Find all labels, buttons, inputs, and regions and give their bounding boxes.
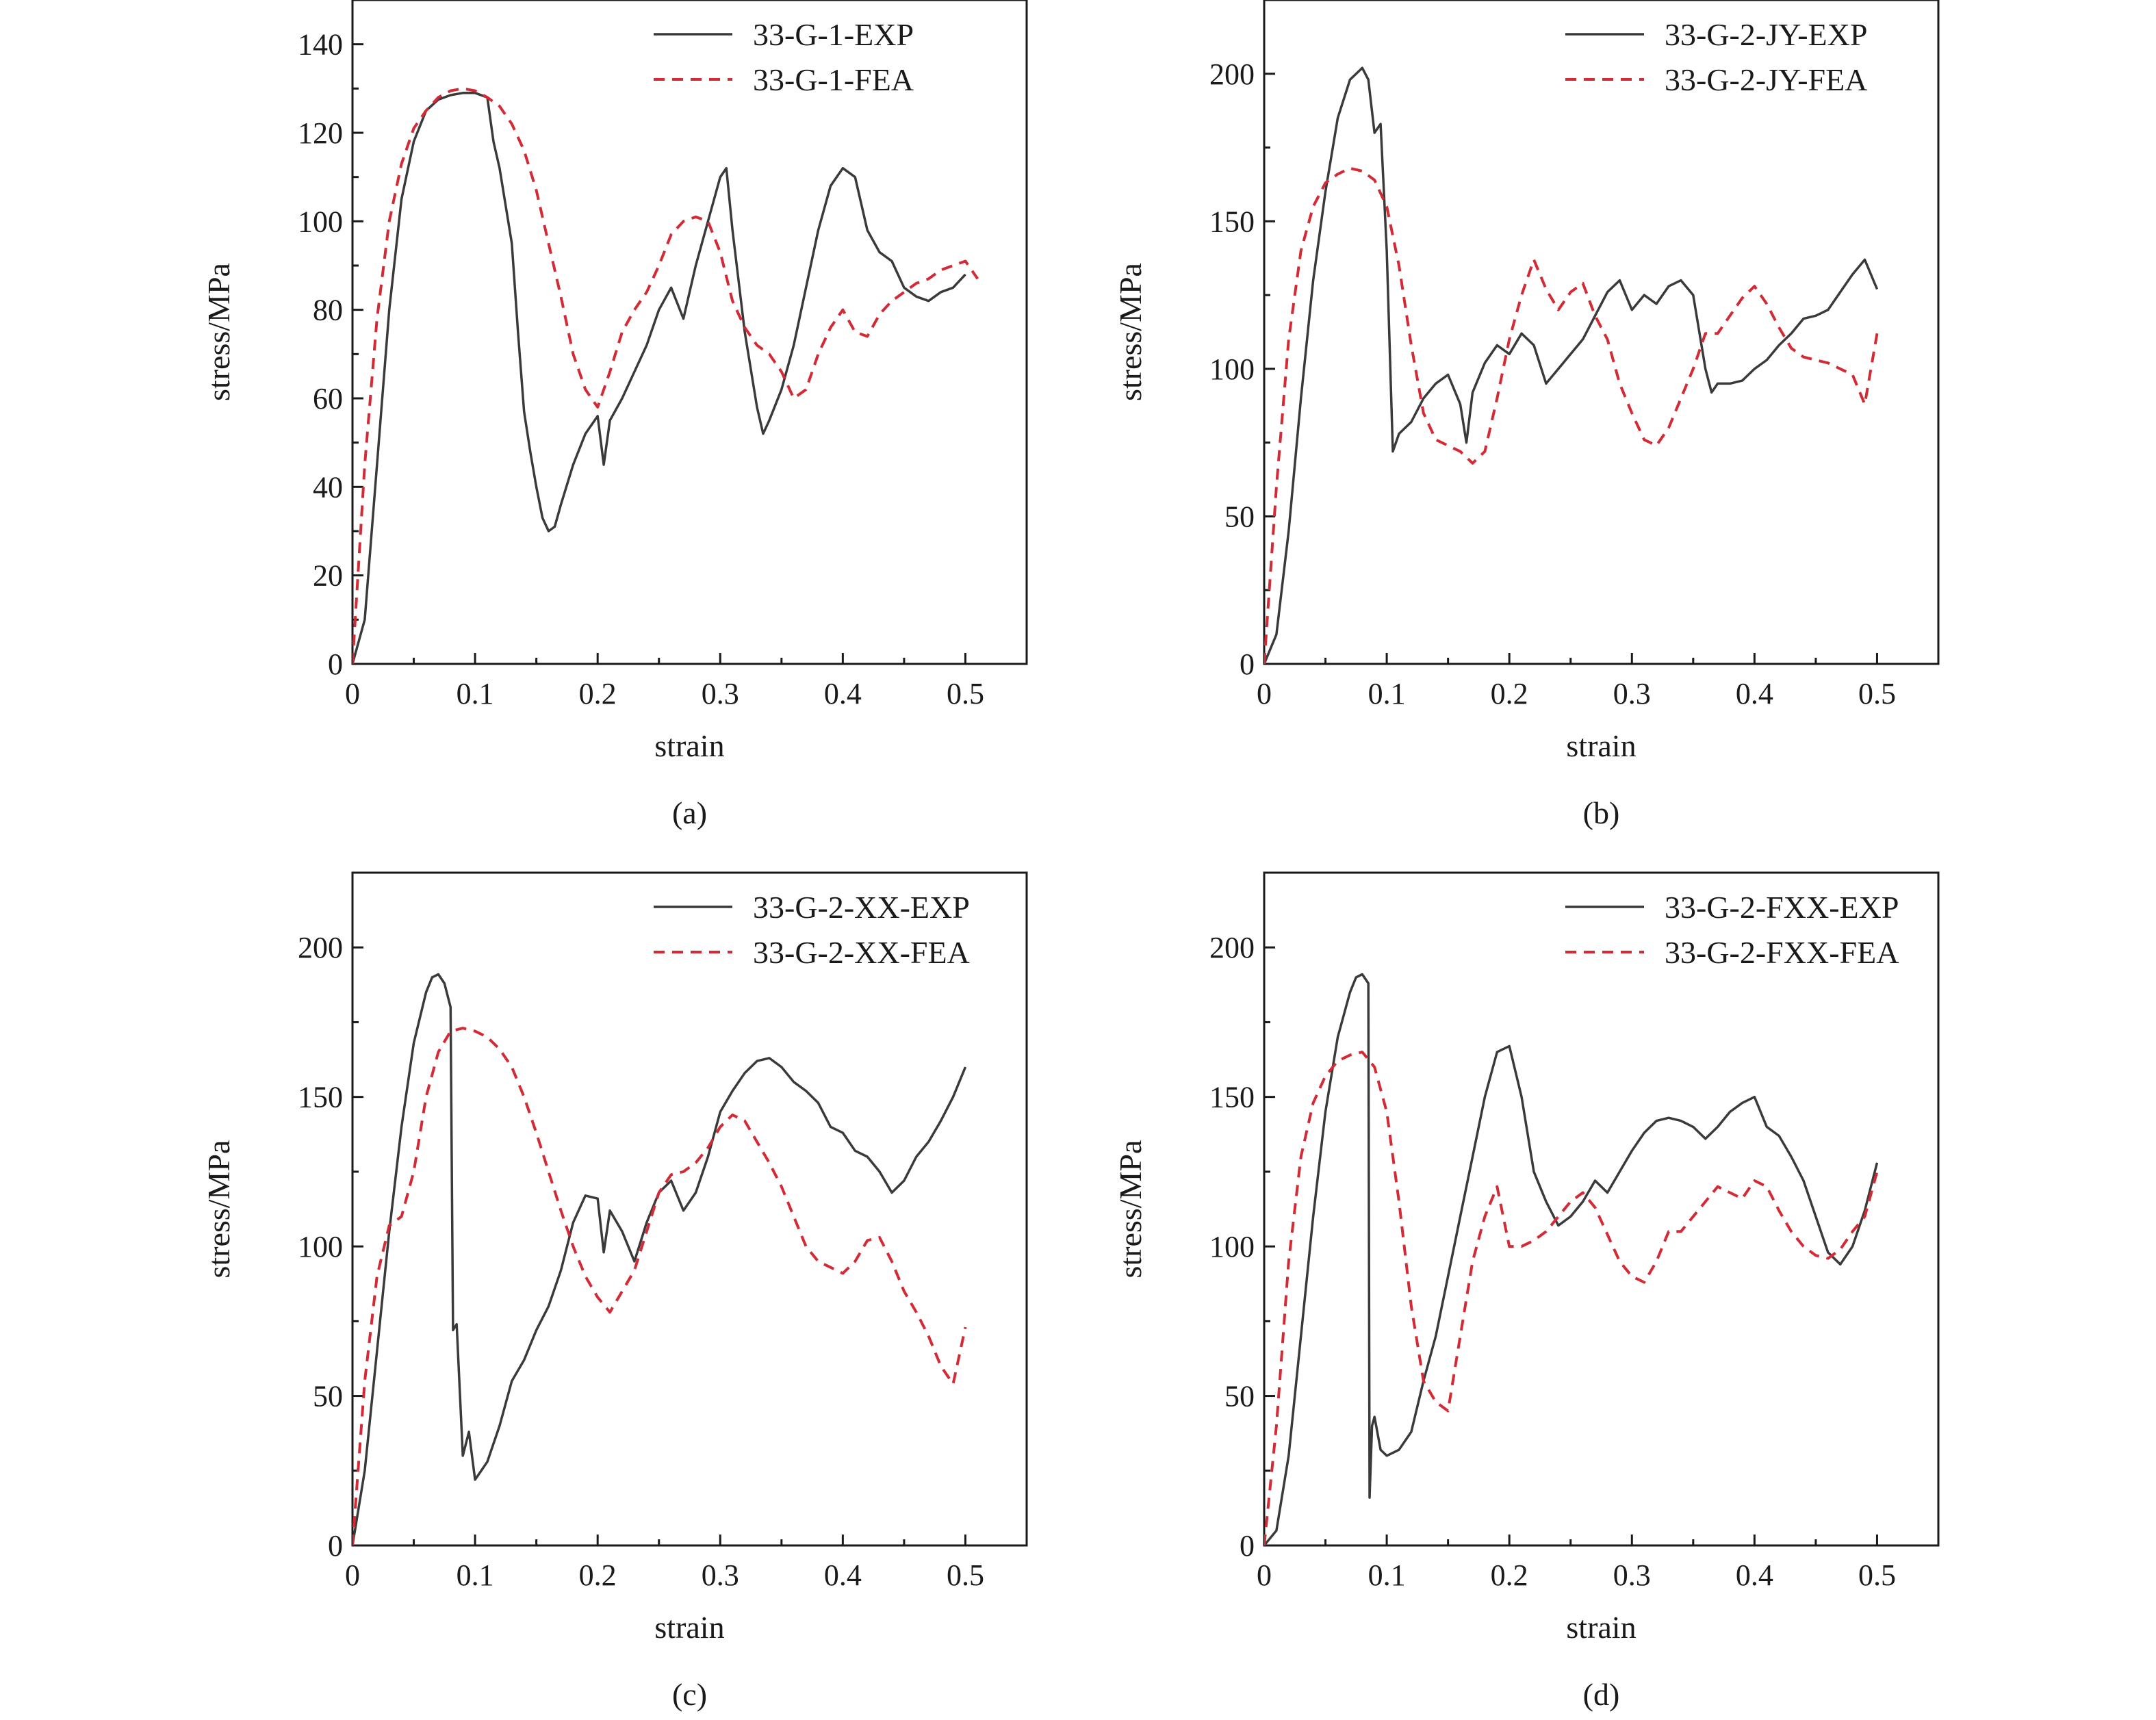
legend-label: 33-G-2-XX-FEA — [753, 935, 970, 970]
y-tick-label: 120 — [298, 116, 343, 150]
x-tick-label: 0.2 — [1491, 677, 1528, 710]
x-tick-label: 0.5 — [1858, 677, 1896, 710]
y-tick-label: 150 — [1209, 1081, 1255, 1114]
panel-label: (b) — [1583, 795, 1620, 830]
fea-series-line — [1264, 1051, 1879, 1545]
exp-series-line — [352, 973, 967, 1545]
legend-label: 33-G-1-EXP — [753, 17, 914, 52]
legend-label: 33-G-2-XX-EXP — [753, 890, 970, 925]
chart-panel-4: 0 0.1 0.2 0.3 0.4 0.5 0 50 100 150 200 strain stress… — [1113, 871, 1940, 1712]
y-axis-title: stress/MPa — [201, 263, 236, 401]
x-tick-label: 0.4 — [1736, 677, 1773, 710]
plot-frame — [1263, 871, 1940, 1547]
y-tick-label: 50 — [1224, 500, 1255, 533]
x-tick-label: 0.3 — [702, 1558, 739, 1592]
y-tick-label: 140 — [298, 28, 343, 62]
y-tick-label: 200 — [1209, 931, 1255, 964]
fea-series-line — [352, 87, 979, 664]
x-tick-label: 0.1 — [1368, 677, 1406, 710]
chart-panel-2: 0 0.1 0.2 0.3 0.4 0.5 0 50 100 150 200 strain stress… — [1113, 0, 1940, 830]
exp-series-line — [352, 92, 966, 664]
legend-label: 33-G-2-JY-FEA — [1665, 62, 1867, 97]
y-tick-label: 200 — [1209, 57, 1255, 91]
plot-frame — [1263, 0, 1940, 665]
y-tick-label: 150 — [298, 1081, 343, 1114]
panel-label: (c) — [672, 1677, 707, 1712]
x-tick-label: 0.2 — [1491, 1558, 1528, 1592]
y-tick-label: 50 — [313, 1380, 343, 1413]
y-tick-label: 0 — [328, 1529, 343, 1563]
x-axis-title: strain — [654, 728, 724, 763]
y-tick-label: 100 — [1209, 1230, 1255, 1263]
y-tick-label: 40 — [313, 470, 343, 504]
exp-series-line — [1264, 973, 1879, 1545]
y-tick-label: 0 — [1240, 1529, 1255, 1563]
legend: 33-G-1-EXP 33-G-1-FEA — [654, 17, 914, 97]
legend-label: 33-G-2-FXX-EXP — [1665, 890, 1899, 925]
x-tick-label: 0.4 — [1736, 1558, 1773, 1592]
plot-frame — [351, 0, 1028, 665]
x-tick-label: 0.1 — [457, 677, 494, 710]
chart-panel-3: 0 0.1 0.2 0.3 0.4 0.5 0 50 100 150 200 strain stress… — [201, 871, 1028, 1712]
x-tick-label: 0 — [1257, 677, 1272, 710]
x-tick-label: 0 — [1257, 1558, 1272, 1592]
x-tick-label: 0.3 — [702, 677, 739, 710]
y-tick-label: 80 — [313, 294, 343, 327]
y-tick-label: 100 — [1209, 352, 1255, 386]
y-tick-label: 50 — [1224, 1380, 1255, 1413]
legend-label: 33-G-2-FXX-FEA — [1665, 935, 1899, 970]
y-tick-label: 60 — [313, 382, 343, 415]
x-axis-title: strain — [1566, 728, 1636, 763]
legend-label: 33-G-2-JY-EXP — [1665, 17, 1867, 52]
x-tick-label: 0.2 — [579, 677, 617, 710]
fea-series-line — [1264, 166, 1879, 664]
x-tick-label: 0.2 — [579, 1558, 617, 1592]
x-tick-label: 0.3 — [1613, 677, 1651, 710]
panel-label: (d) — [1583, 1677, 1620, 1712]
x-axis-title: strain — [654, 1610, 724, 1645]
fea-series-line — [352, 1027, 967, 1545]
x-tick-label: 0.3 — [1613, 1558, 1651, 1592]
y-axis-title: stress/MPa — [201, 1140, 236, 1279]
y-tick-label: 200 — [298, 931, 343, 964]
y-tick-label: 20 — [313, 559, 343, 593]
legend: 33-G-2-FXX-EXP 33-G-2-FXX-FEA — [1565, 890, 1899, 970]
x-axis-title: strain — [1566, 1610, 1636, 1645]
legend-label: 33-G-1-FEA — [753, 62, 914, 97]
x-tick-label: 0.5 — [1858, 1558, 1896, 1592]
x-tick-label: 0.4 — [824, 1558, 862, 1592]
x-tick-label: 0 — [345, 677, 360, 710]
exp-series-line — [1264, 66, 1879, 664]
x-tick-label: 0.4 — [824, 677, 862, 710]
legend: 33-G-2-JY-EXP 33-G-2-JY-FEA — [1565, 17, 1867, 97]
plot-frame — [351, 871, 1028, 1547]
legend: 33-G-2-XX-EXP 33-G-2-XX-FEA — [654, 890, 970, 970]
y-axis-title: stress/MPa — [1113, 263, 1148, 401]
y-tick-label: 0 — [1240, 647, 1255, 681]
y-tick-label: 100 — [298, 1230, 343, 1263]
x-tick-label: 0.5 — [947, 677, 984, 710]
x-tick-label: 0.1 — [457, 1558, 494, 1592]
x-tick-label: 0 — [345, 1558, 360, 1592]
x-tick-label: 0.5 — [947, 1558, 984, 1592]
y-axis-title: stress/MPa — [1113, 1140, 1148, 1279]
x-tick-label: 0.1 — [1368, 1558, 1406, 1592]
y-tick-label: 100 — [298, 205, 343, 238]
chart-panel-1: 0 0.1 0.2 0.3 0.4 0.5 0 20 40 60 80 100 120 140 strain… — [201, 0, 1028, 830]
panel-label: (a) — [672, 795, 707, 830]
y-tick-label: 150 — [1209, 205, 1255, 238]
y-tick-label: 0 — [328, 647, 343, 681]
